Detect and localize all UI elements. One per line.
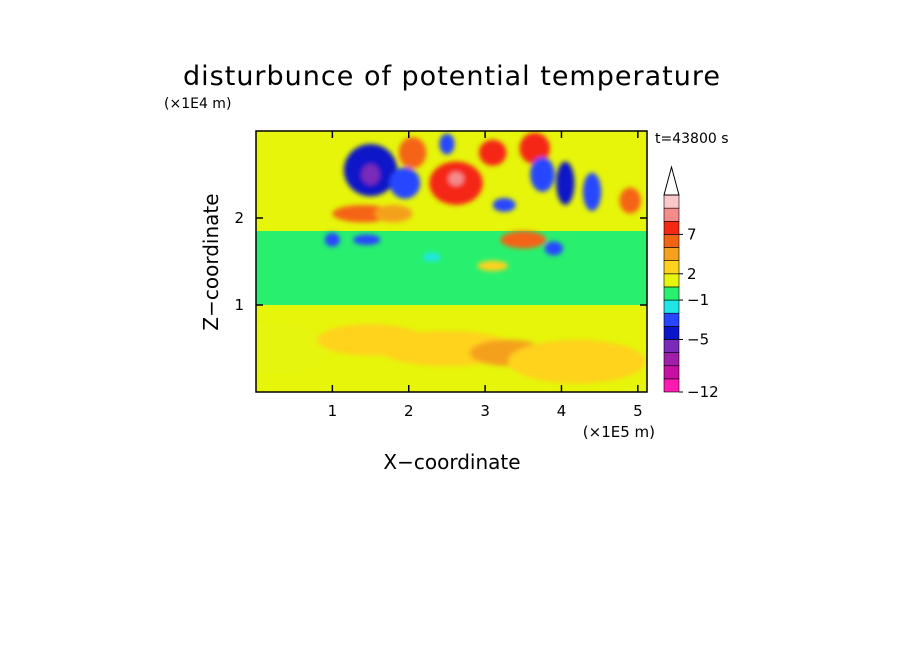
heatmap-feature-4	[508, 339, 646, 384]
x-tick-label-2: 2	[404, 402, 414, 420]
colorbar-bin-7	[663, 286, 680, 301]
x-tick-label-3: 3	[480, 402, 490, 420]
colorbar-bin-6	[663, 299, 680, 314]
heatmap-feature-18	[619, 187, 641, 214]
background-band-middle	[256, 225, 647, 305]
colorbar-bin-5	[663, 312, 680, 327]
heatmap-feature-15	[530, 157, 555, 192]
heatmap-feature-9	[448, 171, 464, 186]
y-axis-label: Z−coordinate	[199, 193, 223, 330]
plot-area	[256, 131, 647, 392]
heatmap-feature-20	[374, 204, 413, 223]
heatmap-feature-23	[500, 231, 547, 249]
colorbar-bin-4	[663, 326, 680, 340]
chart-title: disturbunce of potential temperature	[183, 61, 721, 92]
heatmap-feature-11	[439, 133, 455, 155]
heatmap-feature-13	[478, 139, 507, 166]
heatmap-feature-16	[556, 161, 575, 205]
y-axis: 12	[234, 209, 647, 314]
colorbar-bin-3	[663, 339, 680, 353]
colorbar-bin-9	[663, 260, 680, 275]
x-tick-label-5: 5	[633, 402, 643, 420]
heatmap-feature-7	[389, 167, 421, 199]
y-tick-label-1: 1	[234, 296, 244, 314]
colorbar-bin-0	[663, 378, 680, 393]
colorbar-label-1: −5	[687, 330, 709, 348]
y-tick-label-2: 2	[234, 209, 244, 227]
colorbar-bin-1	[663, 365, 680, 380]
heatmap-feature-6	[361, 164, 380, 185]
colorbar-label-2: −1	[687, 291, 709, 309]
colorbar-extend-arrow	[663, 165, 680, 196]
colorbar: −12−5−127	[663, 165, 719, 401]
x-scale-label: (×1E5 m)	[583, 423, 655, 441]
colorbar-bin-13	[663, 207, 680, 222]
heatmap-feature-22	[324, 232, 341, 247]
x-axis: 1 2 3 4 5	[328, 131, 643, 420]
heatmap-feature-14	[519, 132, 551, 165]
y-scale-label: (×1E4 m)	[164, 96, 231, 112]
heatmap-feature-0	[256, 322, 333, 375]
heatmap-feature-26	[477, 260, 509, 272]
colorbar-label-4: 7	[687, 225, 697, 243]
heatmap-feature-17	[582, 172, 602, 212]
heatmap-feature-12	[492, 197, 516, 212]
colorbar-label-0: −12	[687, 383, 719, 401]
heatmap-feature-21	[352, 234, 381, 245]
colorbar-bin-11	[663, 234, 680, 248]
colorbar-bin-14	[663, 194, 680, 209]
colorbar-bin-8	[663, 273, 680, 288]
colorbar-bin-10	[663, 247, 680, 261]
plot-frame	[255, 130, 648, 393]
x-tick-label-4: 4	[557, 402, 567, 420]
x-tick-label-1: 1	[328, 402, 338, 420]
heatmap-feature-25	[422, 252, 441, 262]
colorbar-bin-2	[663, 352, 680, 367]
colorbar-bin-12	[663, 220, 680, 235]
time-label: t=43800 s	[655, 131, 729, 147]
heatmap-features	[256, 132, 646, 384]
heatmap-feature-10	[398, 137, 427, 169]
colorbar-label-3: 2	[687, 265, 697, 283]
heatmap-feature-24	[544, 241, 563, 256]
x-axis-label: X−coordinate	[383, 450, 520, 474]
